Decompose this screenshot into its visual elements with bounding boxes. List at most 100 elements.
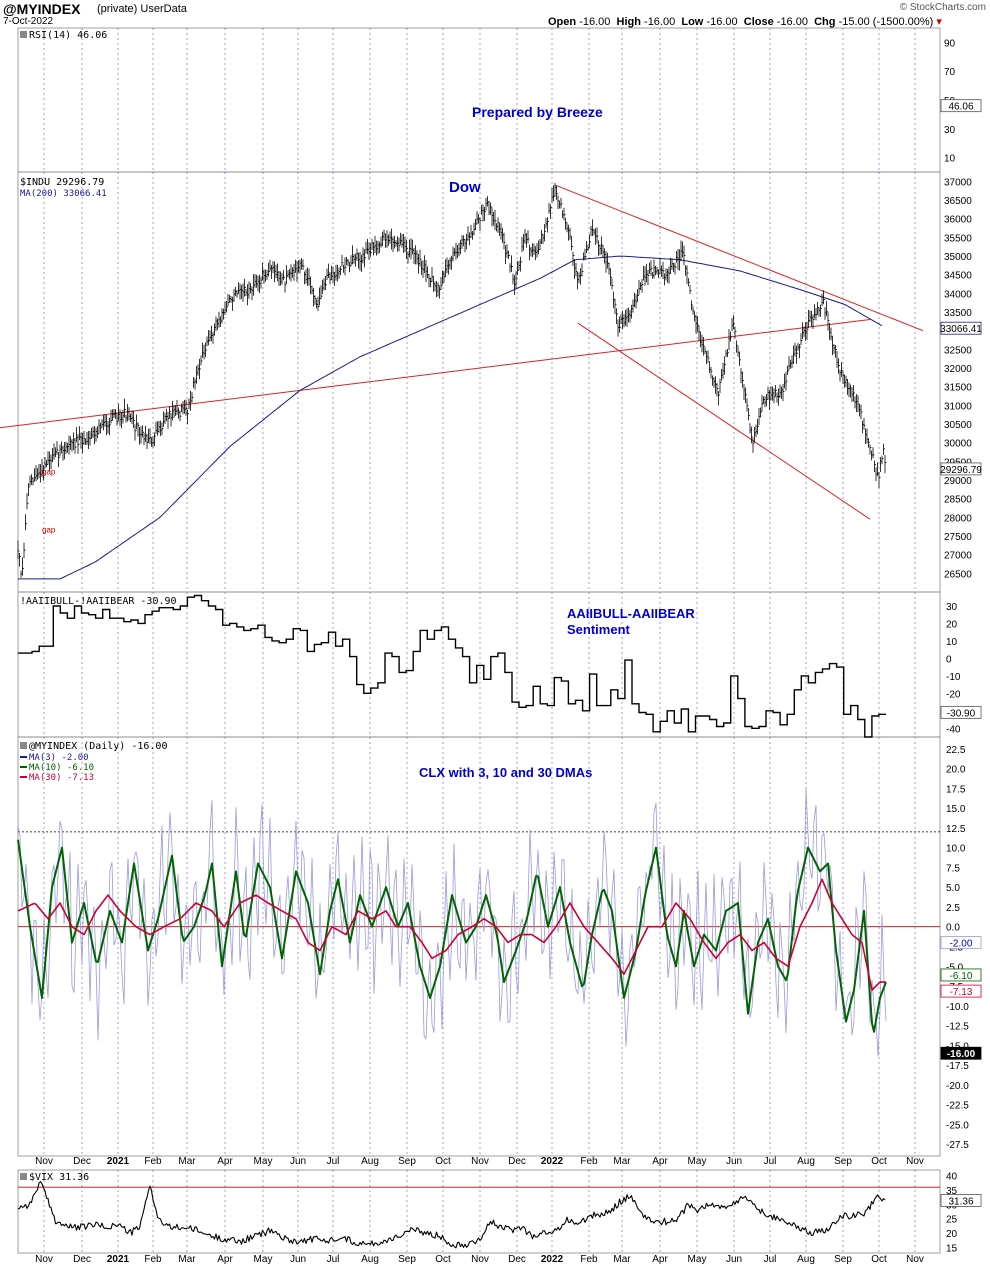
- x-tick-label: Jun: [290, 1156, 306, 1167]
- x-tick-label: Nov: [35, 1156, 53, 1167]
- dow-price-bar: [748, 407, 750, 421]
- dow-price-bar: [820, 304, 822, 317]
- x-tick-label: Apr: [217, 1156, 233, 1167]
- clx-series-legend-1: MA(10) -6.10: [29, 763, 94, 773]
- dow-price-bar: [727, 348, 729, 357]
- x-tick-label: Aug: [361, 1254, 379, 1265]
- clx-tick-label: -27.5: [946, 1140, 969, 1151]
- dow-price-bar: [571, 236, 573, 251]
- dow-tick-label: 36500: [944, 196, 972, 207]
- dow-price-bar: [719, 378, 722, 394]
- dow-price-bar: [283, 269, 285, 281]
- dow-price-bar: [757, 418, 759, 435]
- dow-price-bar: [370, 243, 372, 257]
- clx-last-tag: -16.00: [940, 1046, 982, 1060]
- dow-ma-legend: MA(200) 33066.41: [20, 189, 107, 199]
- dow-price-bar: [724, 356, 726, 375]
- dow-price-bar: [674, 262, 677, 275]
- dow-trendline-0: [0, 318, 871, 429]
- dow-price-bar: [745, 387, 747, 404]
- dow-price-bar: [874, 460, 876, 472]
- symbol-title: @MYINDEX: [3, 1, 81, 17]
- dow-price-bar: [563, 207, 566, 221]
- dow-price-bar: [872, 447, 875, 459]
- dow-price-bar: [688, 278, 690, 287]
- vix-tick-label: 25: [946, 1215, 958, 1226]
- dow-price-bar: [560, 197, 563, 209]
- dow-price-bar: [124, 398, 126, 418]
- dow-tick-label: 28000: [944, 513, 972, 524]
- dow-price-bar: [736, 340, 738, 353]
- rsi-tick-label: 10: [944, 154, 956, 165]
- dow-price-bar: [883, 443, 885, 455]
- dow-price-bar: [226, 300, 228, 313]
- chart-date: 7-Oct-2022: [3, 16, 54, 27]
- dow-price-bar: [742, 371, 744, 388]
- dow-price-bar: [302, 259, 305, 271]
- x-tick-label: Mar: [178, 1156, 196, 1167]
- dow-price-bar: [344, 257, 347, 276]
- dow-price-tag-box: [940, 462, 982, 476]
- dow-price-bar: [647, 269, 650, 285]
- dow-price-bar: [317, 296, 320, 312]
- dow-price-bar: [581, 263, 584, 277]
- vix-tick-label: 20: [946, 1229, 958, 1240]
- dow-price-bar: [826, 301, 828, 317]
- dow-price-bar: [565, 217, 567, 230]
- x-tick-label: Dec: [73, 1156, 91, 1167]
- dow-price-bar: [515, 271, 518, 290]
- x-tick-label: Jul: [764, 1254, 777, 1265]
- x-tick-label: Apr: [652, 1156, 668, 1167]
- x-tick-label: Jun: [726, 1254, 742, 1265]
- clx-tick-label: 2.5: [946, 903, 960, 914]
- dow-price-bar: [863, 417, 866, 430]
- x-tick-label: Nov: [906, 1156, 924, 1167]
- dow-price-bar: [364, 249, 366, 268]
- clx-tick-label: -12.5: [946, 1022, 969, 1033]
- clx-ma3-tag: -2.00: [940, 936, 982, 950]
- sentiment-title-1: AAIIBULL-AAIIBEAR: [567, 606, 695, 621]
- sentiment-title-2: Sentiment: [567, 622, 631, 637]
- sentiment-legend: !AAIIBULL-!AAIIBEAR -30.90: [20, 596, 177, 607]
- clx-series-legend-0: MA(3) -2.00: [29, 753, 89, 763]
- dow-price-bar: [860, 404, 863, 420]
- dow-price-bar: [191, 392, 194, 403]
- vix-value-tag-box: [940, 1194, 982, 1207]
- rsi-legend-icon: [20, 31, 27, 38]
- clx-tick-label: -10.0: [946, 1002, 969, 1013]
- dow-tick-label: 28500: [944, 495, 972, 506]
- vix-tick-label: 40: [946, 1172, 958, 1183]
- clx-legend-icon: [20, 742, 27, 749]
- dow-price-bar: [857, 395, 860, 412]
- prepared-by-label: Prepared by Breeze: [472, 104, 603, 120]
- dow-price-bar: [83, 430, 86, 445]
- dow-price-bar: [116, 413, 119, 426]
- dow-price-bar: [812, 314, 815, 330]
- dow-price-bar: [619, 316, 621, 333]
- dow-price-bar: [25, 514, 27, 531]
- dow-trendline-1: [554, 184, 924, 332]
- dow-price-bar: [550, 204, 552, 219]
- clx-series-legend-2: MA(30) -7.13: [29, 773, 94, 783]
- dow-price-bar: [325, 275, 327, 291]
- clx-ma30-line: [17, 878, 886, 991]
- x-tick-label: May: [254, 1156, 273, 1167]
- sentiment-tick-label: -20: [946, 689, 961, 700]
- sentiment-tick-label: -40: [946, 724, 961, 735]
- dow-price-bar: [398, 237, 401, 252]
- clx-tick-label: 7.5: [946, 863, 960, 874]
- rsi-value-tag-text: 46.06: [948, 102, 973, 113]
- dow-price-tag-text: 29296.79: [940, 465, 982, 476]
- vix-line: [17, 1181, 886, 1249]
- clx-tick-label: 20.0: [946, 765, 966, 776]
- clx-title: CLX with 3, 10 and 30 DMAs: [419, 765, 592, 780]
- dow-ma-tag-text: 33066.41: [940, 324, 982, 335]
- open-label: Open: [548, 16, 577, 28]
- dow-price-bar: [616, 308, 618, 325]
- dow-price-bar: [710, 366, 713, 379]
- dow-price-bar: [614, 298, 617, 315]
- dow-tick-label: 36000: [944, 215, 972, 226]
- high-label: High: [616, 16, 641, 28]
- x-tick-label: Feb: [580, 1156, 598, 1167]
- vix-legend-icon: [20, 1173, 27, 1180]
